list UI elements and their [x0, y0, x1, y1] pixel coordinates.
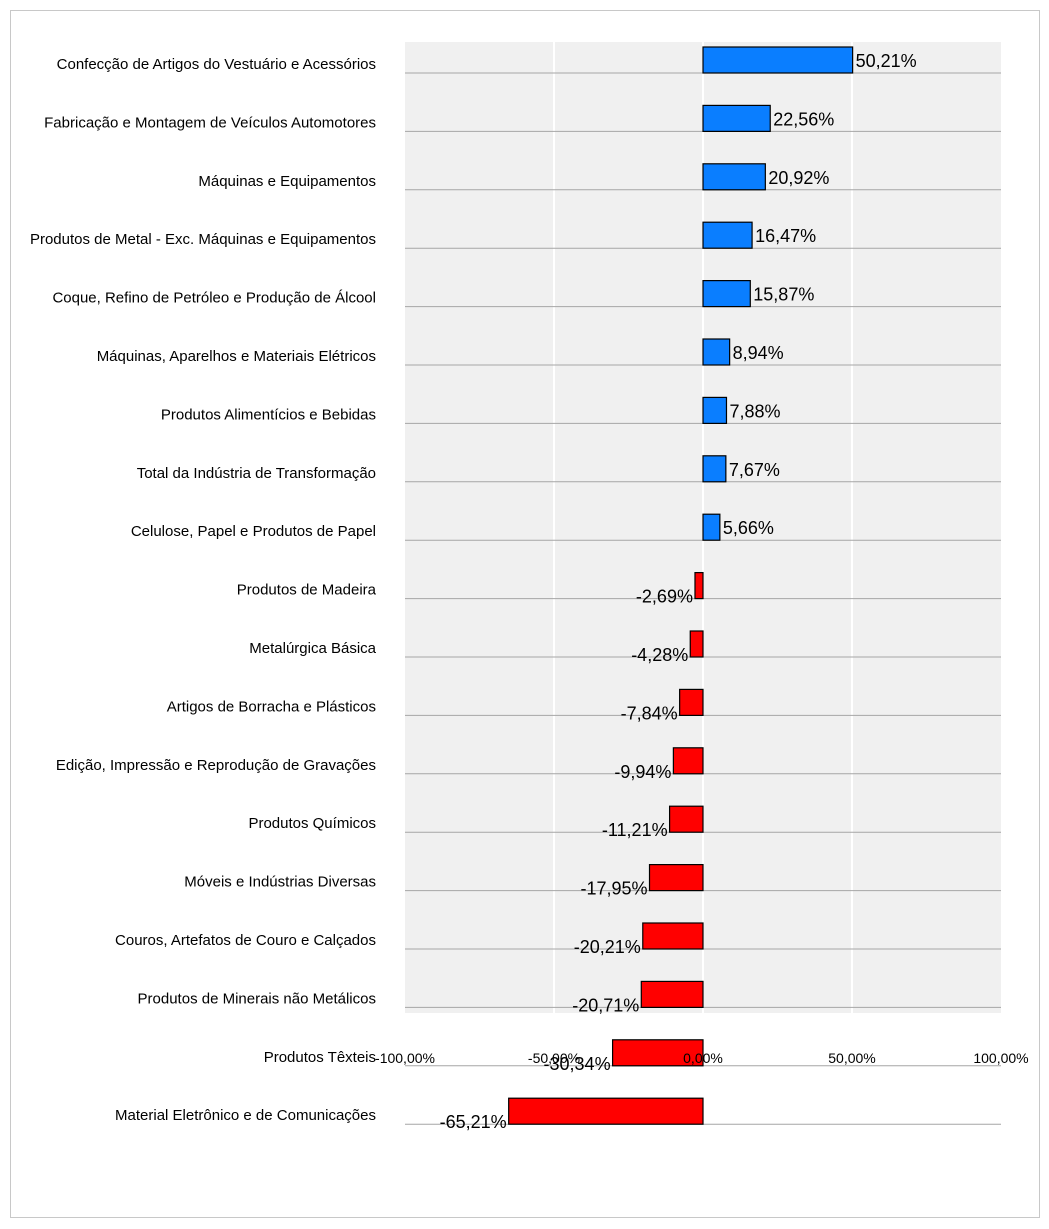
x-tick-label: -50,00%: [528, 1050, 580, 1066]
category-label: Produtos de Metal - Exc. Máquinas e Equi…: [30, 231, 376, 248]
category-label: Couros, Artefatos de Couro e Calçados: [115, 932, 376, 949]
category-label: Móveis e Indústrias Diversas: [184, 874, 376, 891]
category-label: Fabricação e Montagem de Veículos Automo…: [44, 114, 376, 131]
x-tick-labels: -100,00% -50,00% 0,00% 50,00% 100,00%: [375, 1050, 1029, 1066]
bar: [508, 1097, 704, 1125]
x-tick-label: 100,00%: [973, 1050, 1028, 1066]
bar-value-label: -4,28%: [631, 645, 688, 665]
category-label: Material Eletrônico e de Comunicações: [115, 1107, 376, 1124]
bar: [702, 280, 751, 308]
x-tick-label: -100,00%: [375, 1050, 435, 1066]
bar-value-label: 5,66%: [723, 518, 774, 538]
bar-value-label: 50,21%: [856, 51, 917, 71]
category-label: Máquinas, Aparelhos e Materiais Elétrico…: [97, 348, 376, 365]
category-label: Produtos de Madeira: [237, 582, 377, 599]
bar: [694, 571, 704, 600]
bar-value-label: 7,67%: [729, 460, 780, 480]
bar-value-label: -65,21%: [440, 1112, 507, 1132]
value-labels: 50,21% 22,56% 20,92% 16,47% 15,87% 8,94% 7,88%…: [440, 51, 917, 1132]
bar-value-label: -17,95%: [580, 879, 647, 899]
bar: [668, 805, 704, 833]
bar-value-label: 8,94%: [733, 343, 784, 363]
category-label: Celulose, Papel e Produtos de Papel: [131, 523, 376, 540]
category-label: Coque, Refino de Petróleo e Produção de …: [52, 290, 376, 307]
x-tick-label: 50,00%: [828, 1050, 875, 1066]
bar: [702, 513, 721, 541]
bar: [702, 338, 731, 366]
category-label: Produtos Alimentícios e Bebidas: [161, 406, 376, 423]
category-label: Confecção de Artigos do Vestuário e Aces…: [57, 56, 376, 73]
bar-value-label: 7,88%: [729, 401, 780, 421]
bar: [702, 46, 854, 74]
bar-value-label: -30,34%: [544, 1054, 611, 1074]
bar-value-label: 16,47%: [755, 226, 816, 246]
bar: [642, 922, 704, 950]
category-label: Máquinas e Equipamentos: [198, 173, 376, 190]
category-label: Metalúrgica Básica: [249, 640, 376, 657]
category-label: Produtos Químicos: [248, 815, 376, 832]
bar: [702, 221, 753, 249]
x-tick-label: 0,00%: [683, 1050, 723, 1066]
bar: [702, 396, 728, 424]
bar-value-label: -20,21%: [574, 937, 641, 957]
bar: [672, 747, 704, 775]
category-label: Artigos de Borracha e Plásticos: [167, 698, 376, 715]
bar-value-label: -11,21%: [602, 820, 668, 840]
bar-value-label: -7,84%: [621, 703, 678, 723]
bar-value-label: -9,94%: [614, 762, 671, 782]
category-labels: Confecção de Artigos do Vestuário e Aces…: [30, 56, 377, 1124]
bar: [640, 980, 704, 1009]
category-label: Produtos de Minerais não Metálicos: [138, 990, 376, 1007]
category-label: Edição, Impressão e Reprodução de Gravaç…: [56, 757, 376, 774]
bar-value-label: -2,69%: [636, 587, 693, 607]
bar: [689, 630, 704, 658]
bar: [702, 163, 766, 191]
bar-value-label: -20,71%: [572, 995, 639, 1015]
bar: [611, 1039, 704, 1067]
bar-value-label: 15,87%: [753, 285, 814, 305]
bar-value-label: 22,56%: [773, 109, 834, 129]
category-label: Produtos Têxteis: [264, 1049, 376, 1066]
bar-value-label: 20,92%: [768, 168, 829, 188]
bar: [702, 455, 727, 483]
bars: [508, 46, 854, 1125]
bar: [648, 863, 704, 892]
bar: [702, 104, 771, 133]
bar: [679, 688, 704, 717]
category-label: Total da Indústria de Transformação: [137, 465, 376, 482]
